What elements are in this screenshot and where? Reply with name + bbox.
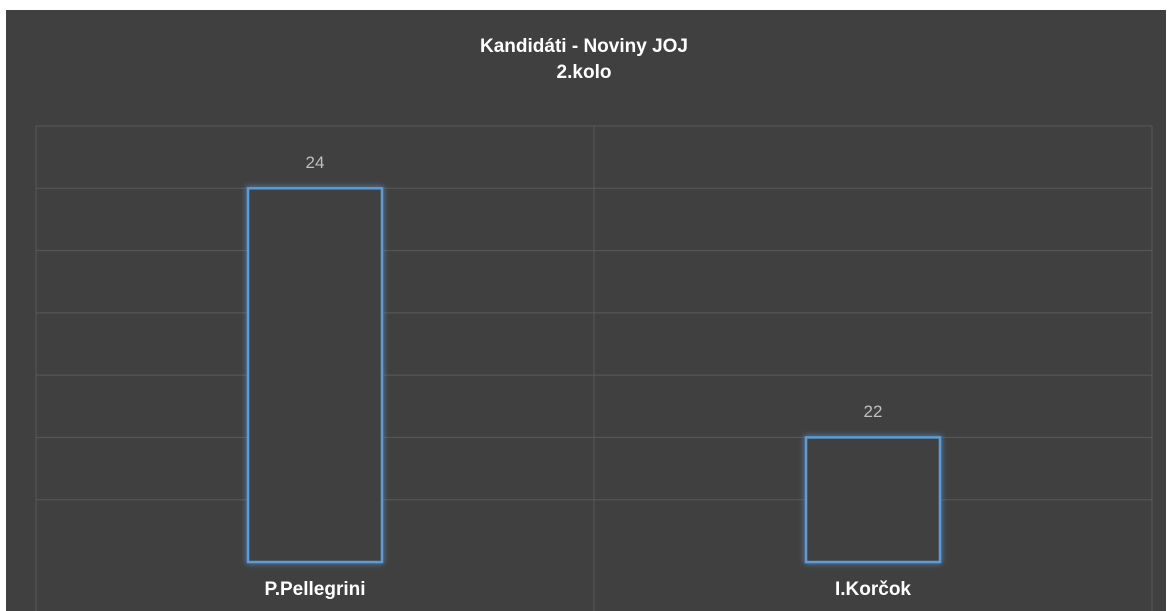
data-label: 24 bbox=[306, 153, 325, 172]
x-tick-label: I.Korčok bbox=[835, 579, 911, 600]
chart-subtitle: 2.kolo bbox=[557, 62, 612, 83]
bar bbox=[804, 436, 942, 564]
x-tick-label: P.Pellegrini bbox=[264, 579, 365, 600]
bar bbox=[246, 187, 384, 564]
chart-background bbox=[6, 10, 1166, 611]
chart-title: Kandidáti - Noviny JOJ bbox=[480, 36, 688, 57]
data-label: 22 bbox=[864, 402, 883, 421]
